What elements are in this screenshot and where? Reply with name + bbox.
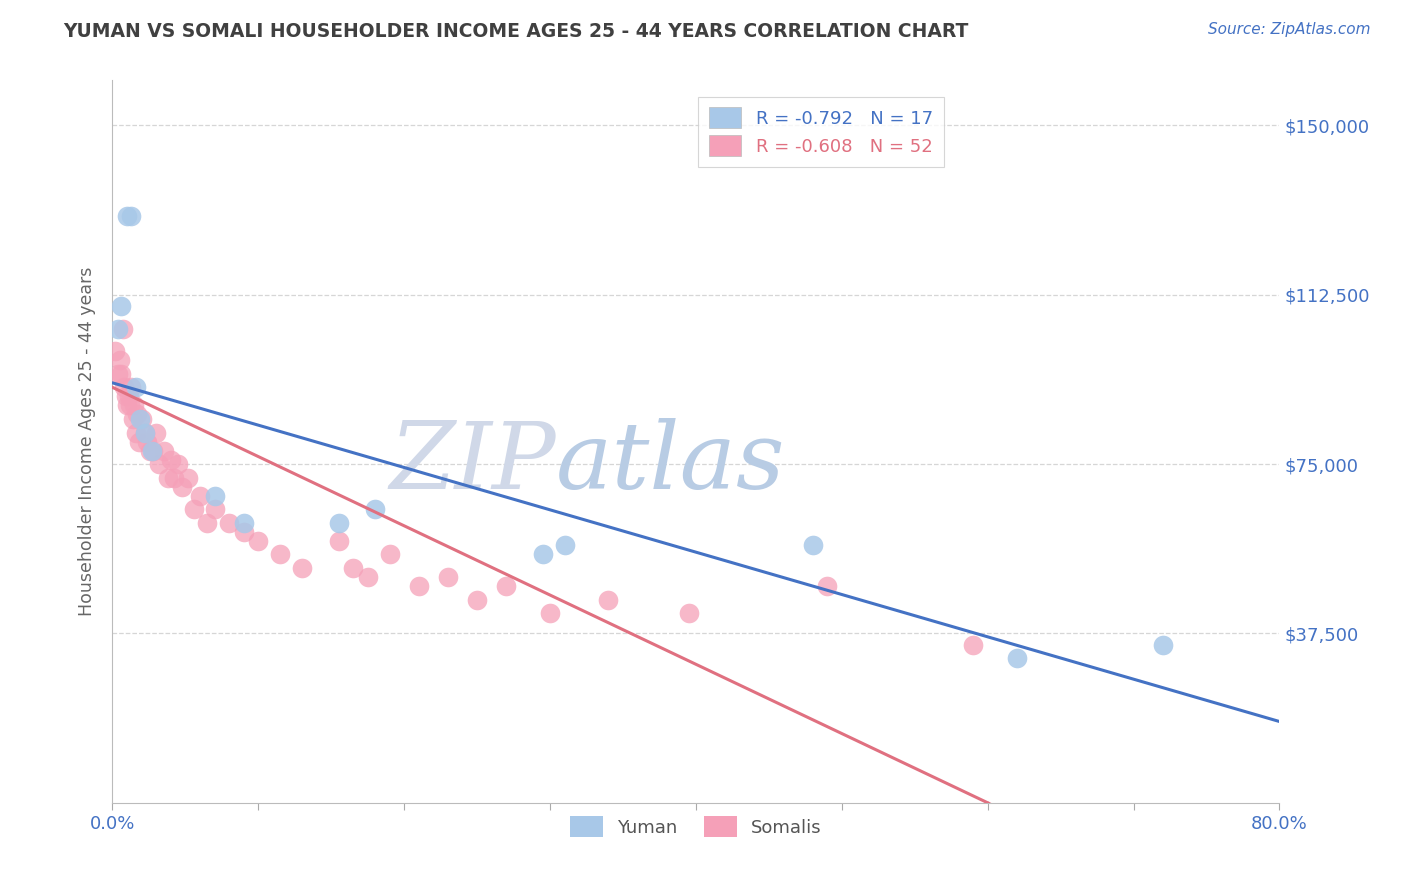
Point <box>148 457 170 471</box>
Text: ZIP: ZIP <box>389 418 555 508</box>
Point <box>291 561 314 575</box>
Point <box>815 579 838 593</box>
Point <box>538 606 561 620</box>
Point <box>204 489 226 503</box>
Point <box>172 480 194 494</box>
Point <box>465 592 488 607</box>
Point <box>120 380 142 394</box>
Point <box>110 367 132 381</box>
Text: YUMAN VS SOMALI HOUSEHOLDER INCOME AGES 25 - 44 YEARS CORRELATION CHART: YUMAN VS SOMALI HOUSEHOLDER INCOME AGES … <box>63 22 969 41</box>
Point <box>108 353 131 368</box>
Point <box>269 548 291 562</box>
Point <box>112 380 135 394</box>
Point <box>357 570 380 584</box>
Point <box>232 524 254 539</box>
Text: Source: ZipAtlas.com: Source: ZipAtlas.com <box>1208 22 1371 37</box>
Point <box>117 389 139 403</box>
Point <box>122 412 145 426</box>
Point <box>127 408 149 422</box>
Point <box>342 561 364 575</box>
Point <box>152 443 174 458</box>
Point <box>156 470 179 484</box>
Point <box>183 502 205 516</box>
Text: atlas: atlas <box>555 418 786 508</box>
Point <box>437 570 460 584</box>
Point <box>129 412 152 426</box>
Point <box>378 548 401 562</box>
Point <box>111 321 134 335</box>
Point <box>364 502 387 516</box>
Point <box>1005 651 1028 665</box>
Point <box>107 367 129 381</box>
Point <box>328 516 350 530</box>
Point <box>163 470 186 484</box>
Point <box>124 398 146 412</box>
Point <box>531 548 554 562</box>
Point <box>177 470 200 484</box>
Point <box>328 533 350 548</box>
Point <box>120 209 142 223</box>
Point <box>107 321 129 335</box>
Point <box>408 579 430 593</box>
Point <box>125 425 148 440</box>
Y-axis label: Householder Income Ages 25 - 44 years: Householder Income Ages 25 - 44 years <box>77 267 96 616</box>
Point <box>115 398 138 412</box>
Point <box>554 538 576 552</box>
Point <box>1152 638 1174 652</box>
Point <box>495 579 517 593</box>
Point <box>134 425 156 440</box>
Point <box>160 452 183 467</box>
Point <box>142 443 165 458</box>
Point <box>110 299 132 313</box>
Point <box>962 638 984 652</box>
Point <box>218 516 240 530</box>
Point <box>114 389 136 403</box>
Point <box>125 380 148 394</box>
Point <box>195 516 218 530</box>
Point <box>128 434 150 449</box>
Point <box>131 412 153 426</box>
Point <box>136 434 159 449</box>
Point <box>167 457 190 471</box>
Point <box>801 538 824 552</box>
Point <box>104 344 127 359</box>
Point <box>188 489 211 503</box>
Legend: Yuman, Somalis: Yuman, Somalis <box>562 809 830 845</box>
Point <box>232 516 254 530</box>
Point <box>141 443 163 458</box>
Point <box>204 502 226 516</box>
Point <box>145 425 167 440</box>
Point <box>134 425 156 440</box>
Point <box>247 533 270 548</box>
Point <box>598 592 620 607</box>
Point <box>139 443 162 458</box>
Point <box>678 606 700 620</box>
Point <box>115 209 138 223</box>
Point <box>118 398 141 412</box>
